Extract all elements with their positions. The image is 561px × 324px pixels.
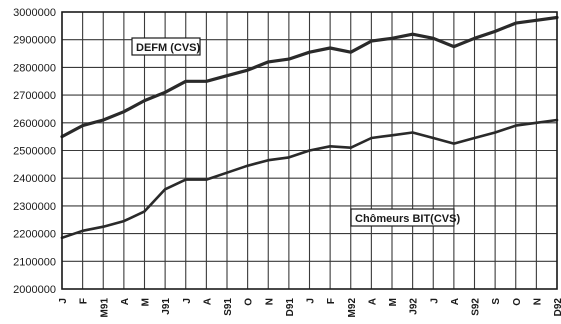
data-point-series-0 (184, 80, 187, 83)
x-tick-label: M (141, 298, 152, 306)
series-label-chomeurs: Chômeurs BIT(CVS) (350, 208, 460, 227)
data-point-series-0 (390, 37, 394, 40)
x-tick-label: J (182, 298, 193, 304)
data-point-series-0 (122, 110, 126, 113)
data-point-series-0 (267, 60, 270, 64)
series-lines (60, 15, 559, 240)
y-tick-label: 2100000 (13, 256, 56, 268)
data-point-series-1 (514, 124, 517, 127)
x-tick-label: F (326, 298, 337, 304)
data-point-series-0 (163, 91, 167, 94)
data-point-series-1 (287, 156, 291, 159)
x-tick-label: S92 (471, 298, 482, 316)
data-point-series-1 (411, 131, 414, 134)
y-tick-label: 2700000 (13, 90, 56, 102)
y-axis-tick-labels: 3000000 2900000 2800000 2700000 2600000 25000… (13, 7, 56, 296)
data-point-series-0 (349, 50, 352, 54)
data-point-series-0 (432, 37, 435, 40)
data-point-series-0 (81, 124, 84, 127)
y-tick-label: 2400000 (13, 173, 56, 185)
data-point-series-0 (225, 74, 229, 77)
x-tick-label: O (512, 298, 523, 306)
y-tick-label: 3000000 (13, 7, 56, 19)
y-tick-label: 2800000 (13, 62, 56, 74)
x-tick-label: A (120, 298, 131, 305)
data-point-series-0 (473, 37, 476, 40)
data-point-series-0 (328, 46, 332, 50)
data-point-series-1 (205, 178, 208, 181)
data-point-series-1 (535, 121, 538, 125)
x-tick-label: A (367, 298, 378, 305)
data-point-series-1 (225, 171, 229, 174)
data-point-series-0 (246, 68, 249, 72)
data-point-series-1 (122, 219, 126, 223)
data-point-series-1 (308, 149, 311, 152)
x-tick-label: D91 (285, 298, 296, 317)
data-point-series-1 (143, 210, 146, 213)
data-point-series-1 (493, 131, 497, 134)
y-tick-label: 2500000 (13, 146, 56, 158)
y-tick-label: 2600000 (13, 118, 56, 130)
data-point-series-0 (308, 50, 311, 54)
x-tick-label: J92 (409, 298, 420, 315)
y-tick-label: 2300000 (13, 201, 56, 213)
x-tick-label: A (202, 298, 213, 305)
data-point-series-1 (328, 145, 332, 148)
x-tick-label: N (264, 298, 275, 305)
data-point-series-0 (411, 32, 414, 36)
data-point-series-0 (514, 21, 517, 25)
data-point-series-1 (452, 142, 456, 145)
data-point-series-0 (205, 80, 208, 83)
x-tick-label: M91 (99, 298, 110, 318)
data-point-series-0 (493, 30, 497, 33)
data-point-series-0 (102, 118, 105, 122)
y-tick-label: 2000000 (13, 284, 56, 296)
x-tick-label: M92 (347, 298, 358, 318)
x-tick-label: N (532, 298, 543, 305)
data-point-series-0 (370, 39, 373, 43)
y-tick-label: 2900000 (13, 35, 56, 47)
series-label-chomeurs-text: Chômeurs BIT(CVS) (355, 213, 460, 225)
data-point-series-1 (390, 134, 394, 137)
data-point-series-1 (432, 136, 435, 140)
x-tick-label: J (306, 298, 317, 304)
data-point-series-0 (143, 99, 146, 102)
x-tick-label: S91 (223, 298, 234, 316)
y-tick-label: 2200000 (13, 229, 56, 241)
data-point-series-0 (452, 45, 456, 48)
x-tick-label: O (244, 298, 255, 306)
plot-frame (61, 11, 558, 290)
data-point-series-1 (163, 188, 167, 191)
data-point-series-1 (81, 229, 84, 233)
data-point-series-1 (246, 164, 249, 167)
series-label-defm-text: DEFM (CVS) (136, 42, 201, 54)
x-axis-tick-labels: J F M91 A M J91 J A S91 O N D91 J F M92 A M J92 J A S92 S O N D9… (58, 298, 561, 318)
x-tick-label: D92 (553, 298, 561, 317)
x-tick-label: S (491, 298, 502, 305)
data-point-series-1 (184, 178, 187, 181)
data-point-series-1 (267, 158, 270, 162)
data-point-series-0 (535, 19, 538, 22)
x-tick-label: M (388, 298, 399, 306)
x-tick-label: J (429, 298, 440, 304)
x-tick-label: J91 (161, 298, 172, 315)
data-point-series-1 (473, 136, 476, 140)
x-tick-label: F (79, 298, 90, 304)
data-point-series-0 (287, 57, 291, 61)
data-point-series-1 (102, 225, 105, 228)
x-tick-label: J (58, 298, 69, 304)
data-point-series-1 (370, 136, 373, 140)
data-point-series-1 (349, 146, 352, 149)
x-tick-label: A (450, 298, 461, 305)
series-label-defm: DEFM (CVS) (131, 37, 201, 56)
